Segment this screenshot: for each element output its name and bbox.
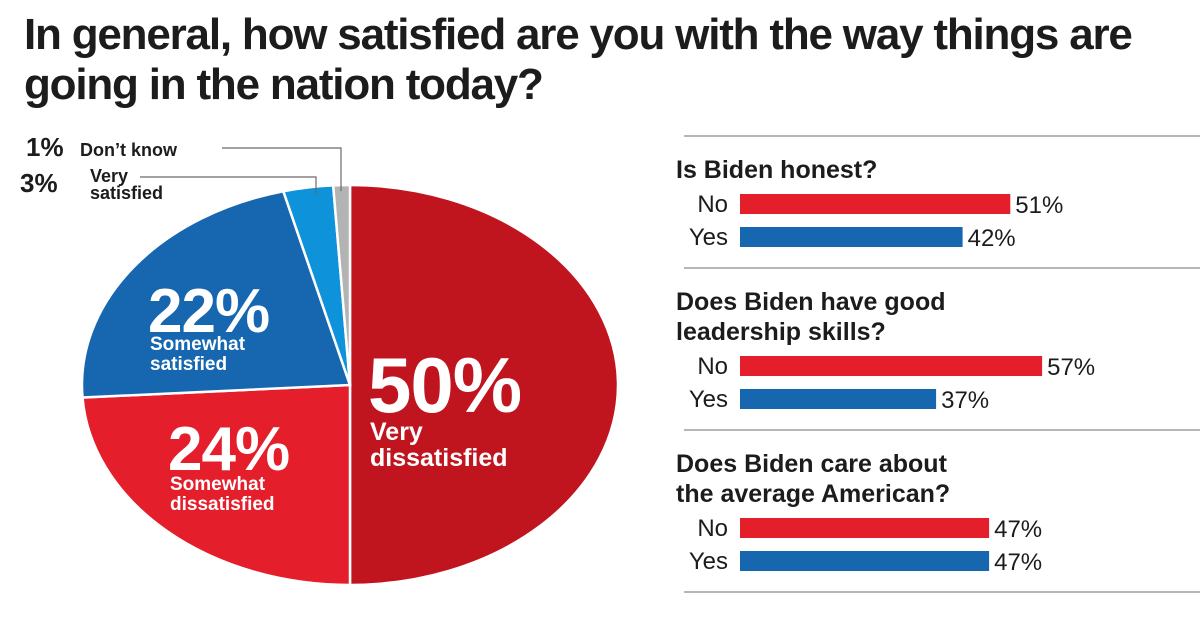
bar-category-no: No <box>697 515 728 542</box>
bar-value-label: 57% <box>1047 354 1095 381</box>
bar-yes <box>740 389 937 409</box>
leader-line-dont-know <box>222 147 342 192</box>
bar-value-label: 37% <box>941 387 989 414</box>
bar-category-yes: Yes <box>689 386 728 413</box>
pie-desc-somewhat-dissatisfied: dissatisfied <box>170 494 275 515</box>
bar-yes <box>740 551 990 571</box>
chart-title: In general, how satisfied are you with t… <box>24 10 1133 109</box>
pie-slice-very-dissatisfied <box>348 183 620 587</box>
bar-no <box>740 194 1011 214</box>
bar-yes <box>740 227 963 247</box>
pie-pct-somewhat-satisfied: 22% <box>148 277 269 346</box>
question-label: Is Biden honest? <box>676 156 877 184</box>
pie-desc-dont-know: Don’t know <box>80 140 178 160</box>
pie-desc-somewhat-satisfied: Somewhat <box>150 334 246 355</box>
pie-pct-very-dissatisfied: 50% <box>368 341 521 429</box>
pie-desc-very-dissatisfied: Very <box>370 418 423 446</box>
bar-value-label: 42% <box>968 225 1016 252</box>
question-label: Does Biden care about <box>676 450 948 478</box>
bar-no <box>740 356 1043 376</box>
bar-value-label: 47% <box>994 549 1042 576</box>
bar-category-yes: Yes <box>689 548 728 575</box>
question-label: Does Biden have good <box>676 288 945 316</box>
bar-no <box>740 518 990 538</box>
pie-desc-very-satisfied: satisfied <box>90 183 163 203</box>
bar-category-yes: Yes <box>689 224 728 251</box>
pie-pct-somewhat-dissatisfied: 24% <box>168 415 289 484</box>
leader-line-very-satisfied <box>140 176 317 196</box>
bar-value-label: 51% <box>1015 192 1063 219</box>
question-label: the average American? <box>676 480 950 508</box>
bar-value-label: 47% <box>994 516 1042 543</box>
pie-pct-dont-know: 1% <box>26 132 64 162</box>
pie-chart: 50%Verydissatisfied24%Somewhatdissatisfi… <box>20 132 620 587</box>
pie-slice-somewhat-satisfied <box>80 189 352 399</box>
question-label: leadership skills? <box>676 318 886 346</box>
pie-desc-somewhat-dissatisfied: Somewhat <box>170 474 266 495</box>
pie-desc-very-satisfied: Very <box>90 166 128 186</box>
bar-category-no: No <box>697 353 728 380</box>
pie-desc-very-dissatisfied: dissatisfied <box>370 444 508 472</box>
pie-pct-very-satisfied: 3% <box>20 168 58 198</box>
pie-desc-somewhat-satisfied: satisfied <box>150 354 227 375</box>
pie-slice-somewhat-dissatisfied <box>81 383 352 587</box>
bar-category-no: No <box>697 191 728 218</box>
